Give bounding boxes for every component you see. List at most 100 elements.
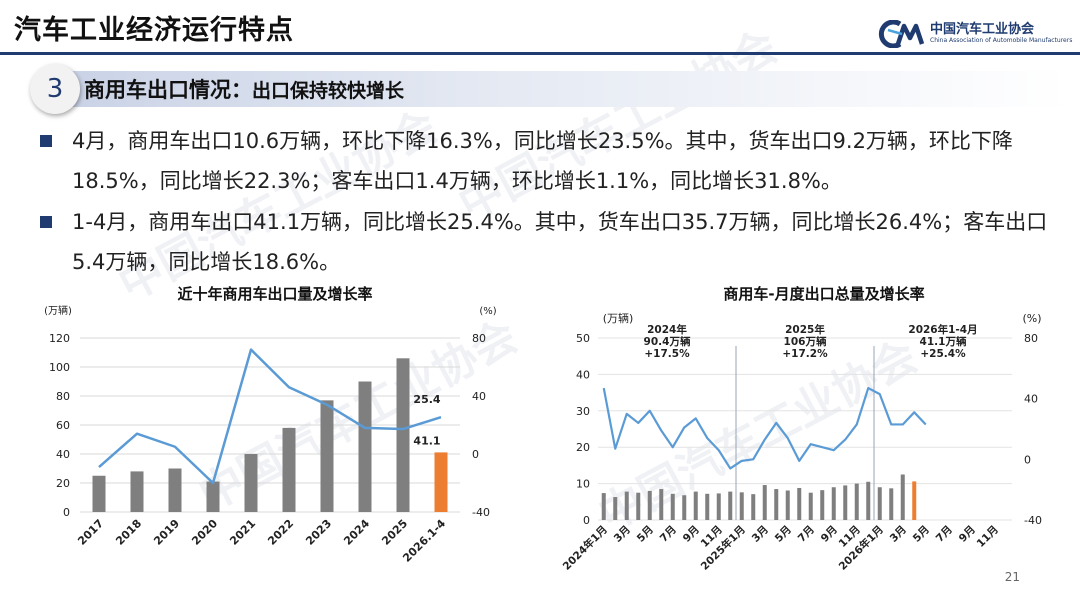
- bar-data-label: 41.1: [413, 434, 440, 447]
- logo-name-en: China Association of Automobile Manufact…: [930, 37, 1073, 44]
- period-annotation: +25.4%: [920, 348, 966, 360]
- left-tick-label: 10: [576, 478, 590, 491]
- bullet-square-icon: [40, 216, 52, 228]
- left-tick-label: 100: [49, 361, 70, 374]
- section-title-main: 商用车出口情况：: [84, 78, 252, 102]
- right-tick-label: 0: [1024, 453, 1031, 466]
- x-tick-label: 2018: [113, 517, 144, 548]
- bar: [636, 492, 641, 520]
- x-tick-label: 2023: [303, 517, 334, 548]
- x-tick-label: 3月: [750, 524, 771, 545]
- logo: 中国汽车工业协会 China Association of Automobile…: [874, 16, 1074, 52]
- left-tick-label: 80: [56, 390, 70, 403]
- bar: [751, 494, 756, 520]
- bullet-text: 1-4月，商用车出口41.1万辆，同比增长25.4%。其中，货车出口35.7万辆…: [72, 210, 1048, 274]
- logo-name-cn: 中国汽车工业协会: [930, 22, 1035, 37]
- bar: [282, 427, 296, 512]
- left-tick-label: 0: [63, 506, 70, 519]
- bar: [877, 487, 882, 520]
- bar: [831, 487, 836, 520]
- period-annotation: 106万辆: [784, 335, 827, 348]
- x-tick-label: 7月: [796, 524, 817, 545]
- bar: [206, 481, 220, 512]
- bar: [912, 481, 917, 520]
- bar: [716, 493, 721, 520]
- period-annotation: 2026年1-4月: [908, 323, 977, 336]
- bar: [889, 488, 894, 520]
- x-tick-label: 2019: [151, 517, 182, 548]
- bullet-item: 4月，商用车出口10.6万辆，环比下降16.3%，同比增长23.5%。其中，货车…: [40, 121, 1050, 201]
- right-tick-label: 80: [472, 332, 486, 345]
- section-subtitle: 出口保持较快增长: [252, 80, 405, 102]
- section-title: 商用车出口情况：出口保持较快增长: [84, 74, 404, 104]
- period-annotation: 2024年: [647, 323, 687, 336]
- bar: [682, 495, 687, 520]
- growth-line: [98, 348, 442, 485]
- bar: [647, 490, 652, 520]
- section-number: 3: [30, 64, 80, 114]
- x-tick-label: 7月: [658, 524, 679, 545]
- period-annotation: 90.4万辆: [644, 335, 691, 348]
- right-axis-unit: (%): [479, 306, 496, 317]
- left-tick-label: 60: [56, 419, 70, 432]
- chart-title: 近十年商用车出口量及增长率: [177, 285, 372, 303]
- left-tick-label: 40: [576, 368, 590, 381]
- bar: [866, 481, 871, 520]
- right-tick-label: 40: [472, 390, 486, 403]
- right-tick-label: 0: [472, 448, 479, 461]
- x-tick-label: 7月: [934, 524, 955, 545]
- x-tick-label: 5月: [911, 524, 932, 545]
- right-tick-label: 80: [1024, 332, 1038, 345]
- bar: [785, 490, 790, 520]
- bar: [693, 491, 698, 520]
- bar: [130, 471, 144, 512]
- bar: [659, 489, 664, 520]
- monthly-export-chart: 商用车-月度出口总量及增长率 (万辆) (%) 0 10 20 30 40 50 -40 0 4…: [560, 285, 1042, 573]
- left-tick-label: 120: [49, 332, 70, 345]
- bar: [854, 483, 859, 520]
- x-tick-label: 2017: [75, 517, 106, 548]
- bar: [705, 493, 710, 520]
- bar: [728, 491, 733, 520]
- page-title: 汽车工业经济运行特点: [14, 15, 294, 46]
- bar: [601, 493, 606, 520]
- bar: [358, 381, 372, 512]
- bar: [320, 400, 334, 512]
- left-tick-label: 20: [56, 477, 70, 490]
- x-tick-label: 5月: [635, 524, 656, 545]
- right-axis-unit: (%): [1022, 312, 1041, 325]
- right-tick-label: -40: [472, 506, 490, 519]
- bullet-item: 1-4月，商用车出口41.1万辆，同比增长25.4%。其中，货车出口35.7万辆…: [40, 202, 1050, 282]
- section-banner: [58, 71, 1068, 107]
- page-number: 21: [1004, 570, 1020, 584]
- bar: [843, 485, 848, 520]
- left-tick-label: 40: [56, 448, 70, 461]
- left-axis-unit: (万辆): [603, 311, 634, 325]
- line-data-label: 25.4: [413, 393, 440, 406]
- x-tick-label: 11月: [975, 524, 1001, 550]
- x-tick-label: 2024年1月: [560, 523, 610, 573]
- period-annotation: +17.2%: [782, 348, 828, 360]
- bar: [900, 474, 905, 520]
- x-tick-label: 2025: [379, 517, 410, 548]
- bar: [396, 358, 410, 512]
- x-tick-label: 5月: [773, 524, 794, 545]
- bar: [670, 493, 675, 520]
- left-tick-label: 20: [576, 441, 590, 454]
- bar: [624, 491, 629, 520]
- bar: [434, 452, 448, 512]
- bar: [820, 490, 825, 520]
- left-tick-label: 50: [576, 332, 590, 345]
- left-tick-label: 0: [583, 514, 590, 527]
- header-rule: [0, 52, 1080, 55]
- bar: [613, 497, 618, 520]
- x-tick-label: 2022: [265, 517, 296, 548]
- period-annotation: 2025年: [785, 323, 825, 336]
- period-annotation: 41.1万辆: [920, 335, 967, 348]
- period-annotation: +17.5%: [644, 348, 690, 360]
- x-tick-label: 3月: [612, 524, 633, 545]
- bullet-text: 4月，商用车出口10.6万辆，环比下降16.3%，同比增长23.5%。其中，货车…: [72, 129, 1013, 193]
- chart-title: 商用车-月度出口总量及增长率: [723, 285, 924, 303]
- bar: [797, 487, 802, 520]
- bar: [774, 489, 779, 520]
